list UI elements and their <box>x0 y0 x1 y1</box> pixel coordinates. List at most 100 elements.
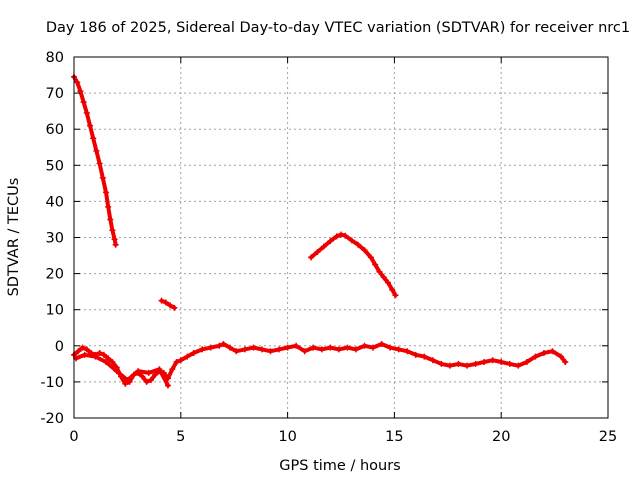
data-point <box>367 254 374 261</box>
data-point <box>167 302 174 309</box>
data-point <box>77 88 84 95</box>
data-point <box>421 353 428 360</box>
data-point <box>147 377 154 384</box>
data-point <box>472 360 479 367</box>
data-point <box>75 348 82 355</box>
data-point <box>124 377 131 384</box>
data-point <box>79 344 86 351</box>
data-point <box>109 359 116 366</box>
data-point <box>107 216 114 223</box>
x-tick-label: 5 <box>176 429 185 445</box>
data-point <box>284 344 291 351</box>
y-tick-label: 10 <box>46 303 64 319</box>
data-point <box>276 346 283 353</box>
data-point <box>361 247 368 254</box>
data-point <box>515 362 522 369</box>
data-point <box>233 348 240 355</box>
data-point <box>506 360 513 367</box>
data-point <box>310 344 317 351</box>
y-tick-label: 40 <box>46 194 64 210</box>
data-point <box>96 160 103 167</box>
data-point <box>173 359 180 366</box>
data-point <box>342 232 349 239</box>
data-point <box>250 344 257 351</box>
data-point <box>267 348 274 355</box>
data-point <box>171 304 178 311</box>
x-tick-label: 0 <box>69 429 78 445</box>
data-point <box>258 346 265 353</box>
data-point <box>387 344 394 351</box>
data-point <box>384 279 391 286</box>
x-tick-label: 20 <box>492 429 510 445</box>
data-point <box>190 350 197 357</box>
data-point <box>80 99 87 106</box>
data-point <box>92 353 99 360</box>
series-secondary-low-band <box>74 352 170 388</box>
data-point <box>333 233 340 240</box>
data-point <box>135 368 142 375</box>
data-point <box>226 344 233 351</box>
data-point <box>158 297 165 304</box>
data-point <box>184 353 191 360</box>
data-point <box>293 342 300 349</box>
data-point <box>380 274 387 281</box>
data-point <box>177 357 184 364</box>
data-point <box>74 79 81 86</box>
data-point <box>105 203 112 210</box>
data-point <box>207 344 214 351</box>
data-point <box>83 346 90 353</box>
data-point <box>112 241 119 248</box>
y-tick-label: 50 <box>46 158 64 174</box>
y-tick-label: -10 <box>40 375 64 391</box>
data-point <box>81 351 88 358</box>
x-tick-label: 25 <box>599 429 617 445</box>
data-point <box>532 353 539 360</box>
data-point <box>389 286 396 293</box>
data-point <box>378 340 385 347</box>
data-point <box>320 243 327 250</box>
y-tick-label: 60 <box>46 122 64 138</box>
data-point <box>338 231 344 238</box>
data-point <box>111 236 118 243</box>
data-point <box>429 357 436 364</box>
data-point <box>558 353 565 360</box>
data-point <box>99 174 106 181</box>
data-point <box>93 147 100 154</box>
y-axis-label: SDTVAR / TECUs <box>6 178 22 297</box>
data-point <box>139 373 146 380</box>
y-tick-label: -20 <box>40 411 64 427</box>
data-point <box>327 238 334 245</box>
data-point <box>216 342 223 349</box>
data-point <box>327 344 334 351</box>
data-point <box>96 350 103 357</box>
data-point <box>489 357 496 364</box>
data-point <box>412 351 419 358</box>
data-point <box>361 342 368 349</box>
data-point <box>348 237 355 244</box>
data-point <box>318 346 325 353</box>
data-point <box>540 350 547 357</box>
data-point <box>498 359 505 366</box>
x-tick-label: 10 <box>278 429 296 445</box>
chart-title: Day 186 of 2025, Sidereal Day-to-day VTE… <box>46 20 630 36</box>
y-tick-label: 30 <box>46 231 64 247</box>
data-point <box>241 346 248 353</box>
y-tick-label: 0 <box>55 339 64 355</box>
series-layer <box>71 73 569 389</box>
data-point <box>199 346 206 353</box>
data-point <box>169 366 176 373</box>
data-point <box>370 344 377 351</box>
data-point <box>438 360 445 367</box>
data-point <box>376 268 383 275</box>
data-point <box>335 346 342 353</box>
data-point <box>344 344 351 351</box>
data-point <box>355 241 362 248</box>
data-point <box>523 359 530 366</box>
x-tick-label: 15 <box>385 429 403 445</box>
data-point <box>122 380 129 387</box>
data-point <box>372 261 379 268</box>
data-point <box>143 378 150 385</box>
data-point <box>103 189 110 196</box>
data-point <box>446 362 453 369</box>
